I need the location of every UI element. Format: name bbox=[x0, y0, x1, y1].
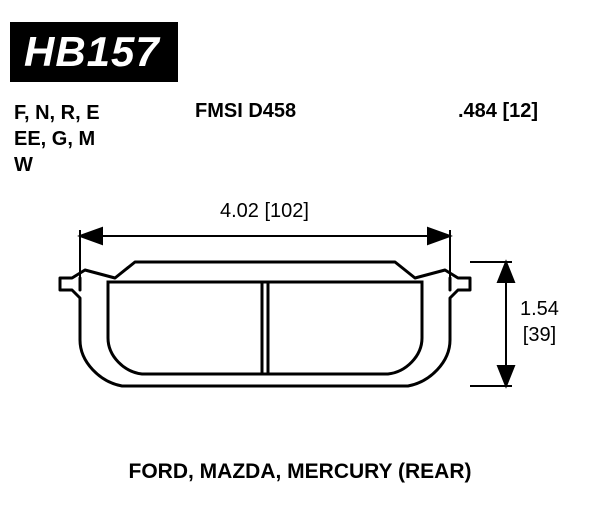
compounds-line-2: EE, G, M bbox=[14, 126, 100, 152]
thickness-label: .484 [12] bbox=[458, 100, 538, 123]
brake-pad-svg bbox=[30, 190, 570, 430]
part-number-badge: HB157 bbox=[10, 22, 178, 82]
center-slot bbox=[262, 282, 268, 374]
application-label: FORD, MAZDA, MERCURY (REAR) bbox=[0, 460, 600, 484]
compounds-list: F, N, R, E EE, G, M W bbox=[14, 100, 100, 178]
compounds-line-1: F, N, R, E bbox=[14, 100, 100, 126]
brake-pad-drawing bbox=[30, 190, 570, 430]
friction-material bbox=[108, 282, 422, 374]
fmsi-label: FMSI D458 bbox=[195, 100, 296, 123]
height-arrow bbox=[470, 262, 514, 386]
compounds-line-3: W bbox=[14, 152, 100, 178]
width-arrow bbox=[80, 228, 450, 278]
